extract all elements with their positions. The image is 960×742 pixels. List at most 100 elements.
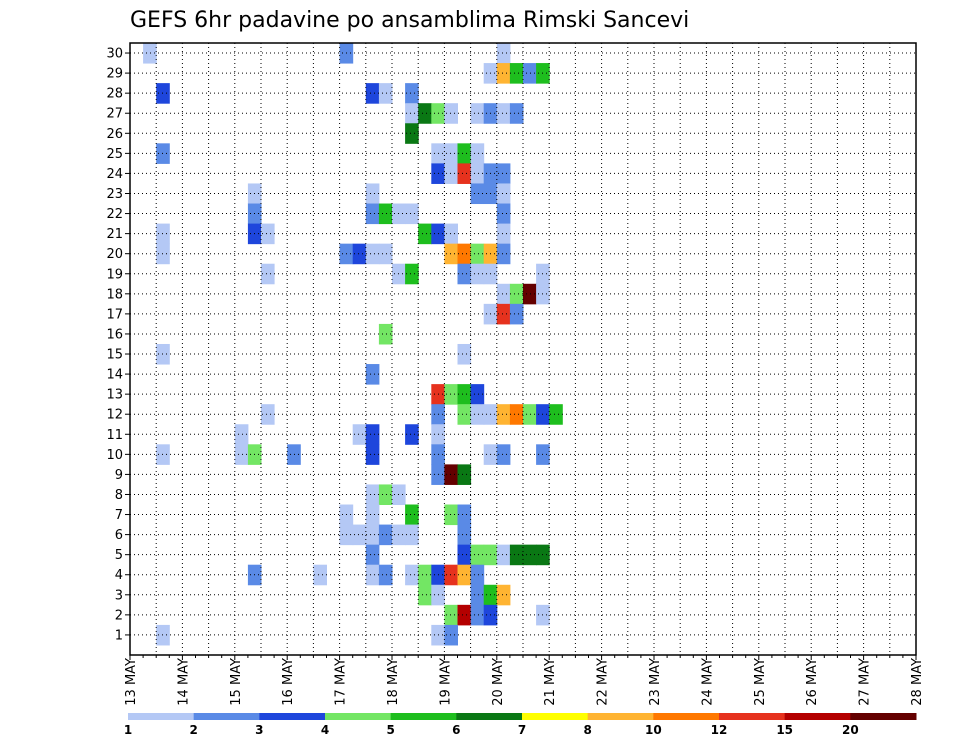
y-tick-label: 23 <box>106 187 123 202</box>
heatmap-cell <box>470 243 485 265</box>
y-tick-label: 8 <box>115 488 123 503</box>
y-tick-label: 12 <box>106 408 123 423</box>
heatmap-cell <box>496 223 511 245</box>
heatmap-cell <box>365 243 380 265</box>
y-tick-label: 7 <box>115 508 123 523</box>
x-tick-label: 26 MAY <box>805 658 820 706</box>
heatmap-cell <box>261 263 275 285</box>
heatmap-cell <box>496 544 511 566</box>
y-tick-label: 17 <box>106 307 123 322</box>
heatmap-cell <box>405 504 419 526</box>
y-tick-label: 13 <box>106 388 123 403</box>
heatmap-cell <box>470 143 485 164</box>
heatmap-cell <box>496 444 511 465</box>
heatmap-cell <box>549 404 563 425</box>
heatmap-cell <box>365 83 380 104</box>
y-tick-label: 20 <box>106 247 123 262</box>
heatmap-cell <box>418 584 432 606</box>
heatmap-cell <box>457 524 472 546</box>
x-axis: 13 MAY 14 MAY 15 MAY 16 MAY 17 MAY 18 MAY 19 M… <box>124 655 925 706</box>
y-tick-label: 15 <box>106 348 123 363</box>
heatmap-cell <box>378 83 393 104</box>
x-tick-label: 16 MAY <box>281 658 296 706</box>
heatmap-cell <box>418 103 432 124</box>
x-tick-label: 21 MAY <box>543 658 558 706</box>
y-tick-label: 6 <box>115 528 123 543</box>
heatmap-cell <box>261 404 275 425</box>
colorbar-label: 8 <box>583 723 591 737</box>
y-tick-label: 16 <box>106 327 123 342</box>
heatmap-cell <box>496 183 511 205</box>
y-tick-label: 22 <box>106 207 123 222</box>
heatmap-cell <box>496 203 511 225</box>
heatmap-cell <box>444 103 458 124</box>
heatmap-cell <box>365 504 380 526</box>
heatmap-cell <box>457 143 472 164</box>
y-tick-label: 2 <box>115 608 123 623</box>
heatmap-cell <box>496 404 511 425</box>
heatmap-cell <box>405 83 419 104</box>
x-tick-label: 18 MAY <box>386 658 401 706</box>
y-tick-label: 3 <box>115 588 123 603</box>
heatmap-cell <box>378 243 393 265</box>
heatmap-cell <box>457 604 472 626</box>
heatmap-cell <box>457 384 472 405</box>
heatmap-cell <box>365 424 380 445</box>
colorbar-swatch <box>784 713 851 720</box>
heatmap-cell <box>234 424 249 445</box>
heatmap-cell <box>509 544 524 566</box>
colorbar-label: 7 <box>518 723 526 737</box>
heatmap-cell <box>405 424 419 445</box>
heatmap-cell <box>444 624 458 646</box>
heatmap-cell <box>418 223 432 245</box>
x-tick-label: 17 MAY <box>334 658 349 706</box>
y-tick-label: 26 <box>106 127 123 142</box>
heatmap-cell <box>365 444 380 465</box>
heatmap-cell <box>365 564 380 586</box>
y-tick-label: 9 <box>115 468 123 483</box>
heatmap-cell <box>496 163 511 184</box>
heatmap-cell <box>457 343 472 365</box>
heatmap-cell <box>496 103 511 124</box>
heatmap-cell <box>496 43 511 64</box>
x-tick-label: 27 MAY <box>858 658 873 706</box>
x-tick-label: 20 MAY <box>491 658 506 706</box>
heatmap-cell <box>234 444 249 465</box>
heatmap-cell <box>457 564 472 586</box>
heatmap-cell <box>444 163 458 184</box>
heatmap-cell <box>523 404 537 425</box>
heatmap-cell <box>470 604 485 626</box>
heatmap-cell <box>523 63 537 84</box>
heatmap-cell <box>457 504 472 526</box>
colorbar-label: 10 <box>645 723 662 737</box>
heatmap-cell <box>352 424 367 445</box>
heatmap-cell <box>143 43 157 64</box>
x-tick-label: 24 MAY <box>700 658 715 706</box>
heatmap-cell <box>496 303 511 325</box>
colorbar-label: 15 <box>776 723 793 737</box>
colorbar-label: 2 <box>189 723 197 737</box>
colorbar-swatch <box>325 713 392 720</box>
heatmap-cell <box>365 544 380 566</box>
y-tick-label: 29 <box>106 67 123 82</box>
y-tick-label: 5 <box>115 548 123 563</box>
heatmap-cell <box>470 404 485 425</box>
heatmap-cell <box>365 203 380 225</box>
heatmap-cell <box>523 544 537 566</box>
colorbar-swatch <box>128 713 195 720</box>
colorbar-swatch <box>850 713 917 720</box>
x-tick-label: 15 MAY <box>229 658 244 706</box>
heatmap-cell <box>352 243 367 265</box>
heatmap-cell <box>509 404 524 425</box>
chart-title: GEFS 6hr padavine po ansamblima Rimski S… <box>130 8 689 33</box>
colorbar-label: 20 <box>842 723 859 737</box>
heatmap-cell <box>496 584 511 606</box>
colorbar-swatch <box>719 713 786 720</box>
colorbar-label: 6 <box>452 723 460 737</box>
y-tick-label: 21 <box>106 227 123 242</box>
heatmap-cell <box>444 384 458 405</box>
heatmap-cell <box>444 564 458 586</box>
x-tick-label: 14 MAY <box>176 658 191 706</box>
x-tick-label: 28 MAY <box>910 658 925 706</box>
